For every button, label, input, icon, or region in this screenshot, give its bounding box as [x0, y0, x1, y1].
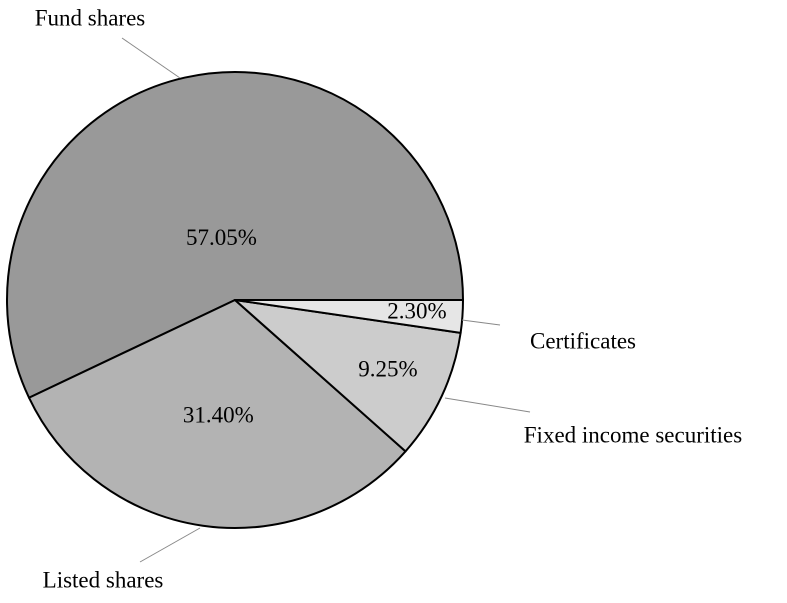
- leader-line: [444, 397, 531, 413]
- pie-slice: [234, 299, 464, 334]
- slice-name: Fixed income securities: [524, 422, 742, 447]
- leader-line: [121, 37, 181, 79]
- value-label: 2.30%: [387, 298, 446, 323]
- leader-line: [461, 319, 501, 326]
- slice-name: Certificates: [530, 328, 636, 353]
- value-label: 57.05%: [186, 225, 257, 250]
- value-label: 31.40%: [183, 403, 254, 428]
- slice-name: Fund shares: [35, 5, 146, 30]
- slice-name: Listed shares: [43, 567, 164, 592]
- value-label: 9.25%: [358, 356, 417, 381]
- leader-line: [139, 527, 201, 563]
- pie-slice: [28, 299, 407, 529]
- pie-slice: [6, 71, 464, 399]
- pie-slice: [234, 299, 462, 453]
